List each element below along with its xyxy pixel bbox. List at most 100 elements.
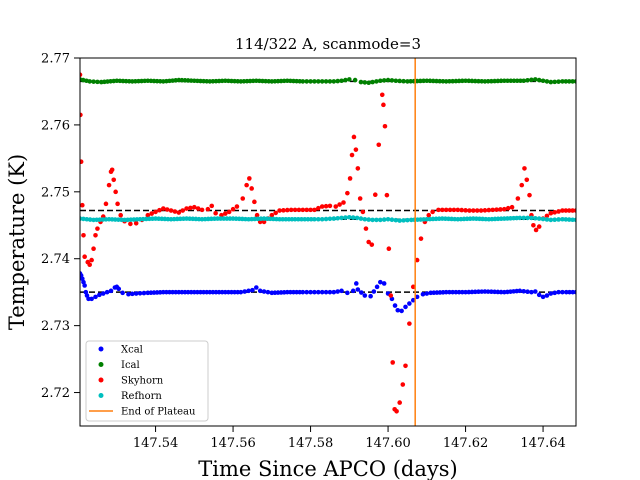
point-skyhorn	[482, 208, 488, 213]
point-xcal	[339, 288, 344, 294]
point-xcal	[345, 290, 350, 296]
point-xcal	[482, 289, 488, 294]
point-skyhorn	[369, 242, 375, 247]
point-xcal	[564, 289, 569, 295]
point-skyhorn	[149, 211, 154, 216]
point-ical	[95, 79, 100, 85]
point-ical	[570, 79, 575, 84]
point-ical	[335, 78, 340, 84]
point-xcal	[560, 289, 565, 295]
point-skyhorn	[234, 204, 240, 209]
point-refhorn	[566, 217, 572, 222]
point-skyhorn	[252, 199, 257, 205]
point-xcal	[476, 289, 481, 295]
point-skyhorn	[560, 208, 565, 213]
point-xcal	[374, 284, 380, 290]
point-ical	[331, 79, 337, 84]
point-xcal	[104, 289, 110, 295]
point-refhorn	[389, 217, 395, 222]
point-skyhorn	[573, 208, 576, 213]
point-xcal	[89, 296, 94, 302]
point-skyhorn	[277, 208, 282, 213]
point-skyhorn	[455, 207, 461, 213]
point-ical	[87, 79, 92, 84]
point-skyhorn	[223, 211, 228, 216]
point-skyhorn	[304, 207, 309, 213]
point-skyhorn	[471, 208, 476, 213]
point-skyhorn	[349, 152, 355, 158]
point-skyhorn	[161, 206, 166, 211]
point-xcal	[410, 297, 416, 303]
point-skyhorn	[519, 182, 525, 188]
point-xcal	[141, 290, 147, 296]
point-xcal	[353, 281, 359, 286]
point-xcal	[261, 289, 267, 294]
point-skyhorn	[527, 192, 532, 198]
point-skyhorn	[327, 203, 333, 209]
point-ical	[339, 78, 344, 84]
point-refhorn	[302, 216, 308, 222]
point-xcal	[126, 291, 131, 297]
x-axis: 147.54 147.56 147.58 147.60 147.62 147.64	[133, 426, 566, 451]
point-ical	[447, 79, 452, 84]
point-skyhorn	[363, 226, 369, 231]
point-ical	[405, 79, 410, 84]
point-xcal	[327, 289, 333, 295]
point-skyhorn	[95, 226, 100, 231]
point-skyhorn	[522, 166, 527, 171]
point-refhorn	[560, 216, 565, 222]
point-skyhorn	[172, 209, 178, 214]
point-skyhorn	[319, 204, 325, 209]
point-refhorn	[552, 217, 557, 222]
point-refhorn	[316, 216, 321, 222]
point-refhorn	[536, 216, 542, 221]
point-ical	[421, 78, 426, 84]
point-skyhorn	[498, 207, 503, 212]
point-skyhorn	[195, 206, 201, 211]
point-skyhorn	[563, 208, 569, 213]
point-ical	[414, 78, 420, 84]
point-skyhorn	[247, 176, 252, 181]
point-skyhorn	[323, 203, 329, 209]
plot-content	[80, 58, 576, 426]
point-skyhorn	[337, 202, 342, 207]
point-ical	[560, 79, 565, 84]
point-refhorn	[327, 216, 333, 222]
point-skyhorn	[164, 207, 170, 212]
point-ical	[521, 78, 526, 84]
point-skyhorn	[379, 92, 385, 98]
point-skyhorn	[382, 123, 388, 129]
point-ical	[327, 79, 333, 84]
point-xcal	[392, 303, 398, 308]
point-xcal	[368, 293, 373, 299]
point-refhorn	[397, 218, 402, 223]
point-skyhorn	[82, 254, 87, 260]
point-skyhorn	[372, 192, 378, 198]
legend-label: Ical	[121, 360, 140, 371]
point-skyhorn	[300, 207, 306, 213]
point-skyhorn	[459, 207, 464, 213]
point-refhorn	[405, 217, 410, 223]
point-skyhorn	[566, 208, 572, 213]
point-refhorn	[401, 218, 406, 223]
point-ical	[511, 78, 517, 84]
point-skyhorn	[443, 207, 449, 213]
point-skyhorn	[249, 186, 254, 191]
point-ical	[323, 79, 329, 84]
point-xcal	[466, 289, 472, 295]
point-ical	[418, 78, 423, 84]
point-ical	[552, 79, 557, 85]
point-refhorn	[308, 216, 314, 222]
point-skyhorn	[296, 207, 302, 213]
point-refhorn	[292, 216, 298, 222]
point-skyhorn	[91, 246, 96, 251]
point-xcal	[567, 289, 572, 295]
point-xcal	[304, 289, 309, 295]
point-xcal	[257, 288, 263, 294]
point-skyhorn	[394, 408, 399, 414]
point-ical	[304, 79, 309, 84]
point-xcal	[355, 287, 361, 292]
point-skyhorn	[89, 257, 94, 263]
point-skyhorn	[145, 212, 151, 218]
point-skyhorn	[345, 190, 350, 196]
